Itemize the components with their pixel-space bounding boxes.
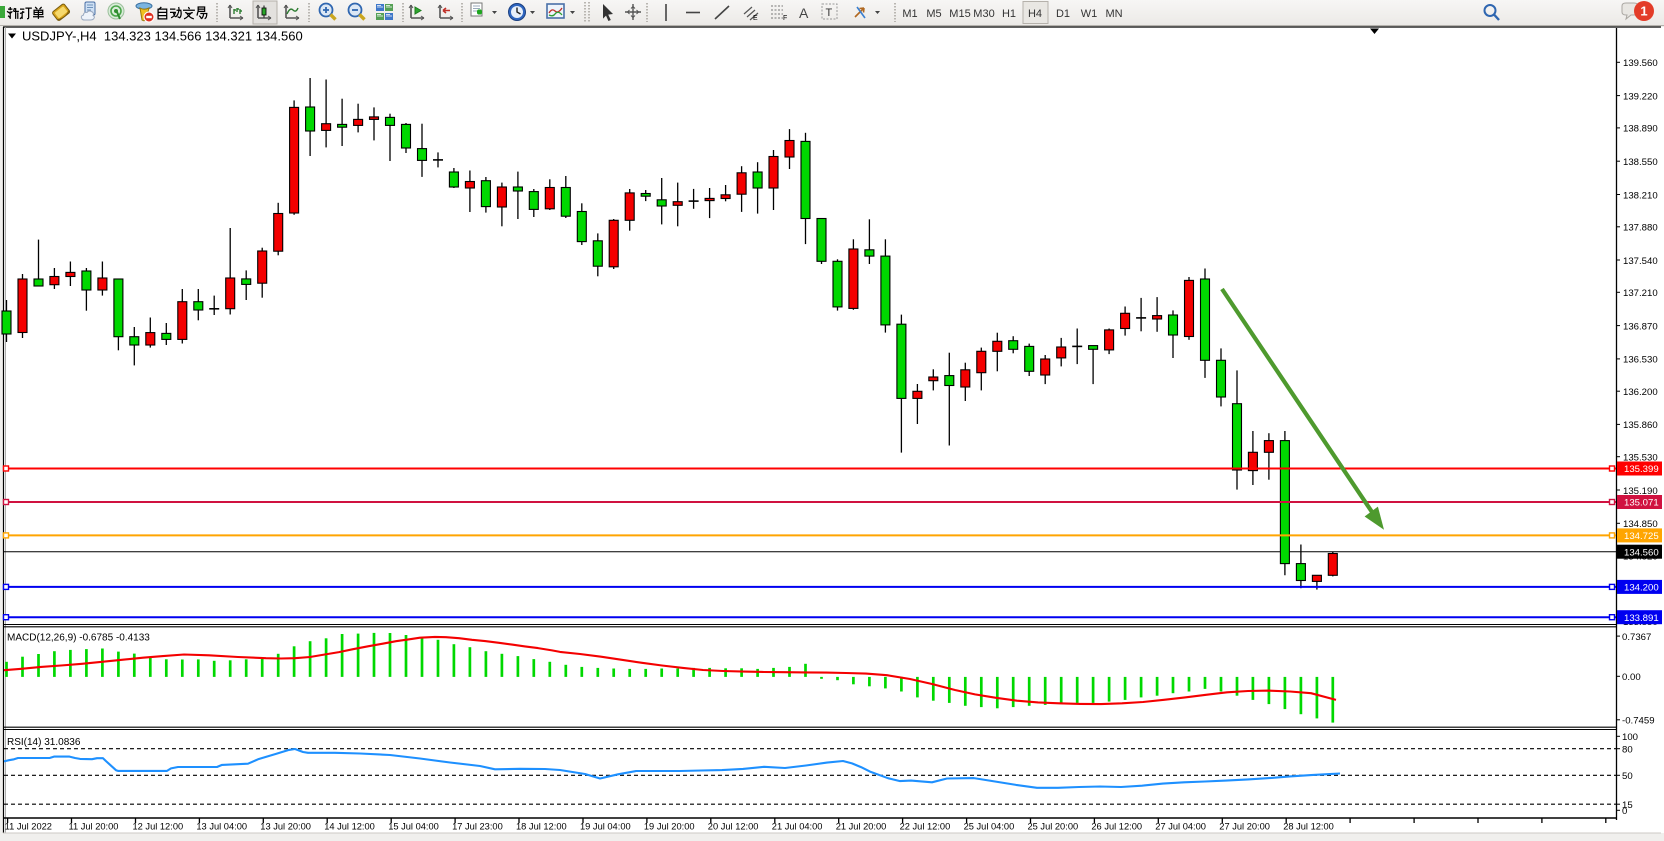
svg-text:H4: H4 xyxy=(1028,8,1042,20)
svg-text:19 Jul 20:00: 19 Jul 20:00 xyxy=(644,822,695,832)
svg-text:135.190: 135.190 xyxy=(1623,486,1658,497)
svg-text:136.530: 136.530 xyxy=(1623,355,1658,366)
svg-text:135.530: 135.530 xyxy=(1623,453,1658,464)
svg-text:138.210: 138.210 xyxy=(1623,190,1658,201)
svg-text:27 Jul 20:00: 27 Jul 20:00 xyxy=(1219,822,1270,832)
svg-text:100: 100 xyxy=(1622,732,1638,743)
svg-text:15: 15 xyxy=(1622,800,1633,811)
svg-text:F: F xyxy=(783,15,787,22)
svg-text:134.560: 134.560 xyxy=(1624,547,1659,558)
svg-text:134.200: 134.200 xyxy=(1624,583,1659,594)
svg-text:138.550: 138.550 xyxy=(1623,157,1658,168)
svg-text:136.200: 136.200 xyxy=(1623,387,1658,398)
svg-text:0: 0 xyxy=(1622,806,1627,817)
svg-text:E: E xyxy=(753,15,758,22)
svg-text:22 Jul 12:00: 22 Jul 12:00 xyxy=(900,822,951,832)
svg-text:137.210: 137.210 xyxy=(1623,288,1658,299)
svg-text:136.870: 136.870 xyxy=(1623,321,1658,332)
svg-text:134.850: 134.850 xyxy=(1623,519,1658,530)
svg-text:14 Jul 12:00: 14 Jul 12:00 xyxy=(324,822,375,832)
svg-text:M5: M5 xyxy=(926,8,941,20)
svg-text:M30: M30 xyxy=(973,8,994,20)
svg-text:139.560: 139.560 xyxy=(1623,58,1658,69)
svg-text:25 Jul 04:00: 25 Jul 04:00 xyxy=(964,822,1015,832)
svg-text:H1: H1 xyxy=(1002,8,1016,20)
svg-text:MN: MN xyxy=(1105,8,1122,20)
svg-text:M1: M1 xyxy=(902,8,917,20)
svg-text:21 Jul 20:00: 21 Jul 20:00 xyxy=(836,822,887,832)
svg-text:RSI(14) 31.0836: RSI(14) 31.0836 xyxy=(7,737,81,748)
svg-text:13 Jul 04:00: 13 Jul 04:00 xyxy=(196,822,247,832)
svg-text:21 Jul 04:00: 21 Jul 04:00 xyxy=(772,822,823,832)
svg-text:M15: M15 xyxy=(949,8,970,20)
svg-text:138.890: 138.890 xyxy=(1623,124,1658,135)
svg-text:15 Jul 04:00: 15 Jul 04:00 xyxy=(388,822,439,832)
svg-text:11 Jul 20:00: 11 Jul 20:00 xyxy=(69,822,119,832)
svg-text:19 Jul 04:00: 19 Jul 04:00 xyxy=(580,822,631,832)
svg-text:28 Jul 12:00: 28 Jul 12:00 xyxy=(1283,822,1334,832)
svg-text:11 Jul 2022: 11 Jul 2022 xyxy=(5,822,52,832)
svg-text:26 Jul 12:00: 26 Jul 12:00 xyxy=(1091,822,1142,832)
svg-text:133.891: 133.891 xyxy=(1624,613,1659,624)
svg-text:1: 1 xyxy=(1640,4,1647,19)
svg-text:135.860: 135.860 xyxy=(1623,420,1658,431)
svg-text:0.00: 0.00 xyxy=(1622,672,1641,683)
svg-text:25 Jul 20:00: 25 Jul 20:00 xyxy=(1028,822,1079,832)
svg-text:135.071: 135.071 xyxy=(1624,498,1659,509)
svg-text:T: T xyxy=(826,7,833,19)
svg-text:134.725: 134.725 xyxy=(1624,531,1659,542)
svg-text:18 Jul 12:00: 18 Jul 12:00 xyxy=(516,822,567,832)
svg-text:137.540: 137.540 xyxy=(1623,256,1658,267)
svg-text:20 Jul 12:00: 20 Jul 12:00 xyxy=(708,822,759,832)
svg-text:137.880: 137.880 xyxy=(1623,223,1658,234)
svg-text:-0.7459: -0.7459 xyxy=(1622,716,1655,727)
svg-text:0.7367: 0.7367 xyxy=(1622,632,1651,643)
svg-text:139.220: 139.220 xyxy=(1623,91,1658,102)
svg-text:MACD(12,26,9) -0.6785 -0.4133: MACD(12,26,9) -0.6785 -0.4133 xyxy=(7,633,150,644)
svg-text:W1: W1 xyxy=(1081,8,1098,20)
svg-text:A: A xyxy=(799,5,809,21)
svg-text:12 Jul 12:00: 12 Jul 12:00 xyxy=(133,822,184,832)
svg-text:D1: D1 xyxy=(1056,8,1070,20)
svg-text:135.399: 135.399 xyxy=(1624,464,1659,475)
svg-text:USDJPY-,H4 134.323 134.566 13: USDJPY-,H4 134.323 134.566 134.321 134.5… xyxy=(22,29,303,44)
svg-text:17 Jul 23:00: 17 Jul 23:00 xyxy=(452,822,503,832)
svg-text:50: 50 xyxy=(1622,771,1633,782)
svg-text:27 Jul 04:00: 27 Jul 04:00 xyxy=(1155,822,1206,832)
svg-text:80: 80 xyxy=(1622,745,1633,756)
svg-text:13 Jul 20:00: 13 Jul 20:00 xyxy=(260,822,311,832)
